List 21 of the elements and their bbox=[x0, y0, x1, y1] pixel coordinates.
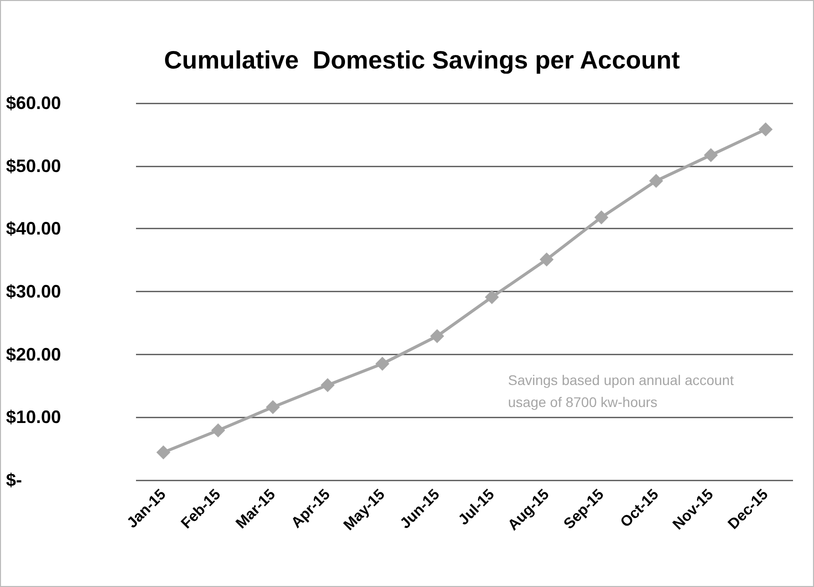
annotation: Savings based upon annual account usage of 8700 kw-hours bbox=[508, 372, 738, 410]
y-tick-label: $- bbox=[6, 470, 22, 490]
point bbox=[540, 252, 554, 266]
point bbox=[375, 356, 390, 371]
y-tick-label: $10.00 bbox=[6, 407, 62, 428]
point bbox=[704, 148, 718, 162]
point bbox=[430, 329, 444, 344]
point bbox=[594, 210, 608, 224]
point bbox=[758, 122, 773, 136]
point bbox=[320, 378, 335, 392]
y-tick-label: $40.00 bbox=[6, 218, 62, 239]
point bbox=[211, 423, 226, 438]
y-tick-label: $50.00 bbox=[6, 156, 62, 176]
y-tick-label: $30.00 bbox=[6, 282, 62, 302]
point bbox=[266, 400, 280, 414]
point bbox=[649, 174, 664, 188]
y-tick-label: $60.00 bbox=[6, 93, 62, 113]
y-tick-label: $20.00 bbox=[6, 344, 62, 364]
point bbox=[484, 290, 499, 304]
chart-title: Cumulative Domestic Savings per Account bbox=[164, 46, 681, 74]
point bbox=[156, 445, 170, 460]
